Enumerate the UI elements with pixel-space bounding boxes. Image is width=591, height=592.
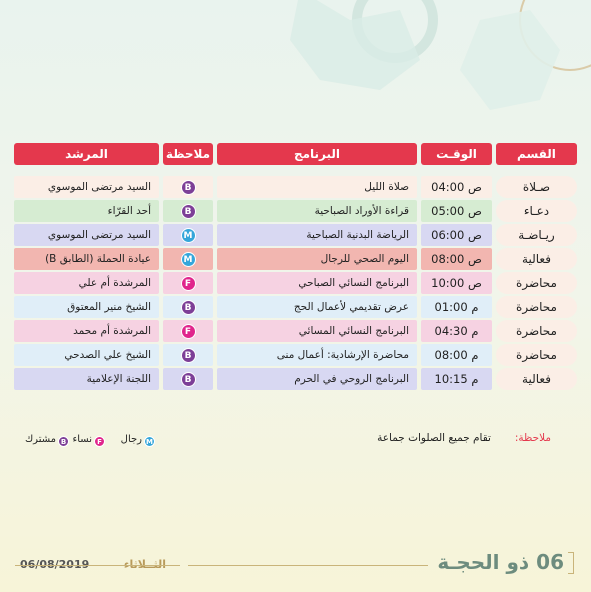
table-cell: محاضرة الإرشادية: أعمال منى xyxy=(217,344,417,366)
table-cell: اللجنة الإعلامية xyxy=(14,368,159,390)
table-cell: 06:00 ص xyxy=(421,224,492,246)
header-cell: المرشد xyxy=(14,143,159,165)
badge: B xyxy=(180,179,196,195)
table-cell: فعالية xyxy=(496,368,577,390)
legend-label: نساء xyxy=(72,434,92,445)
table-cell: السيد مرتضى الموسوي xyxy=(14,176,159,198)
badge: F xyxy=(180,323,196,339)
table-cell: السيد مرتضى الموسوي xyxy=(14,224,159,246)
table-cell: البرنامج الروحي في الحرم xyxy=(217,368,417,390)
badge: B xyxy=(180,203,196,219)
date: 06/08/2019 xyxy=(20,558,90,571)
header-cell: ملاحظة xyxy=(163,143,213,165)
header-cell: القسم xyxy=(496,143,577,165)
legend-badge: F xyxy=(94,436,105,447)
table-cell: اليوم الصحي للرجال xyxy=(217,248,417,270)
legend-label: رجال xyxy=(120,434,142,445)
table-cell: المرشدة أم علي xyxy=(14,272,159,294)
table-cell: فعالية xyxy=(496,248,577,270)
badge: B xyxy=(180,371,196,387)
badge: B xyxy=(180,347,196,363)
decor xyxy=(290,0,591,110)
note-label: ملاحظة: xyxy=(514,432,551,444)
header-cell: الوقـت xyxy=(421,143,492,165)
footer-rule xyxy=(15,565,180,566)
table-cell: محاضرة xyxy=(496,344,577,366)
table-cell: 08:00 م xyxy=(421,344,492,366)
day: الثــلاثاء xyxy=(123,558,166,571)
hijri-date: 06 ذو الحجـة xyxy=(437,550,564,574)
badge: M xyxy=(180,251,196,267)
table-cell: الرياضة البدنية الصباحية xyxy=(217,224,417,246)
table-cell: محاضرة xyxy=(496,320,577,342)
table-cell: عيادة الحملة (الطابق B) xyxy=(14,248,159,270)
table-cell: 04:30 م xyxy=(421,320,492,342)
table-cell: دعـاء xyxy=(496,200,577,222)
table-cell: 08:00 ص xyxy=(421,248,492,270)
table-cell: ريـاضـة xyxy=(496,224,577,246)
badge: F xyxy=(180,275,196,291)
table-cell: 04:00 ص xyxy=(421,176,492,198)
legend-badge: B xyxy=(58,436,69,447)
footer-rule xyxy=(188,565,428,566)
note-text: تقام جميع الصلوات جماعة xyxy=(377,432,491,444)
table-cell: الشيخ علي الصدحي xyxy=(14,344,159,366)
table-cell: 01:00 م xyxy=(421,296,492,318)
table-cell: الشيخ منير المعتوق xyxy=(14,296,159,318)
table-cell: صـلاة xyxy=(496,176,577,198)
table-cell: قراءة الأوراد الصباحية xyxy=(217,200,417,222)
table-cell: البرنامج النسائي الصباحي xyxy=(217,272,417,294)
table-cell: 10:00 ص xyxy=(421,272,492,294)
table-cell: عرض تقديمي لأعمال الحج xyxy=(217,296,417,318)
table-cell: 10:15 م xyxy=(421,368,492,390)
table-cell: المرشدة أم محمد xyxy=(14,320,159,342)
table-cell: 05:00 ص xyxy=(421,200,492,222)
badge: M xyxy=(180,227,196,243)
table-cell: محاضرة xyxy=(496,296,577,318)
table-cell: صلاة الليل xyxy=(217,176,417,198)
badge: B xyxy=(180,299,196,315)
legend-badge: M xyxy=(144,436,155,447)
table-cell: البرنامج النسائي المسائي xyxy=(217,320,417,342)
table-cell: محاضرة xyxy=(496,272,577,294)
table-cell: أحد القرّاء xyxy=(14,200,159,222)
footer-bracket xyxy=(568,552,574,574)
header-cell: البرنامج xyxy=(217,143,417,165)
legend-label: مشترك xyxy=(24,434,56,445)
